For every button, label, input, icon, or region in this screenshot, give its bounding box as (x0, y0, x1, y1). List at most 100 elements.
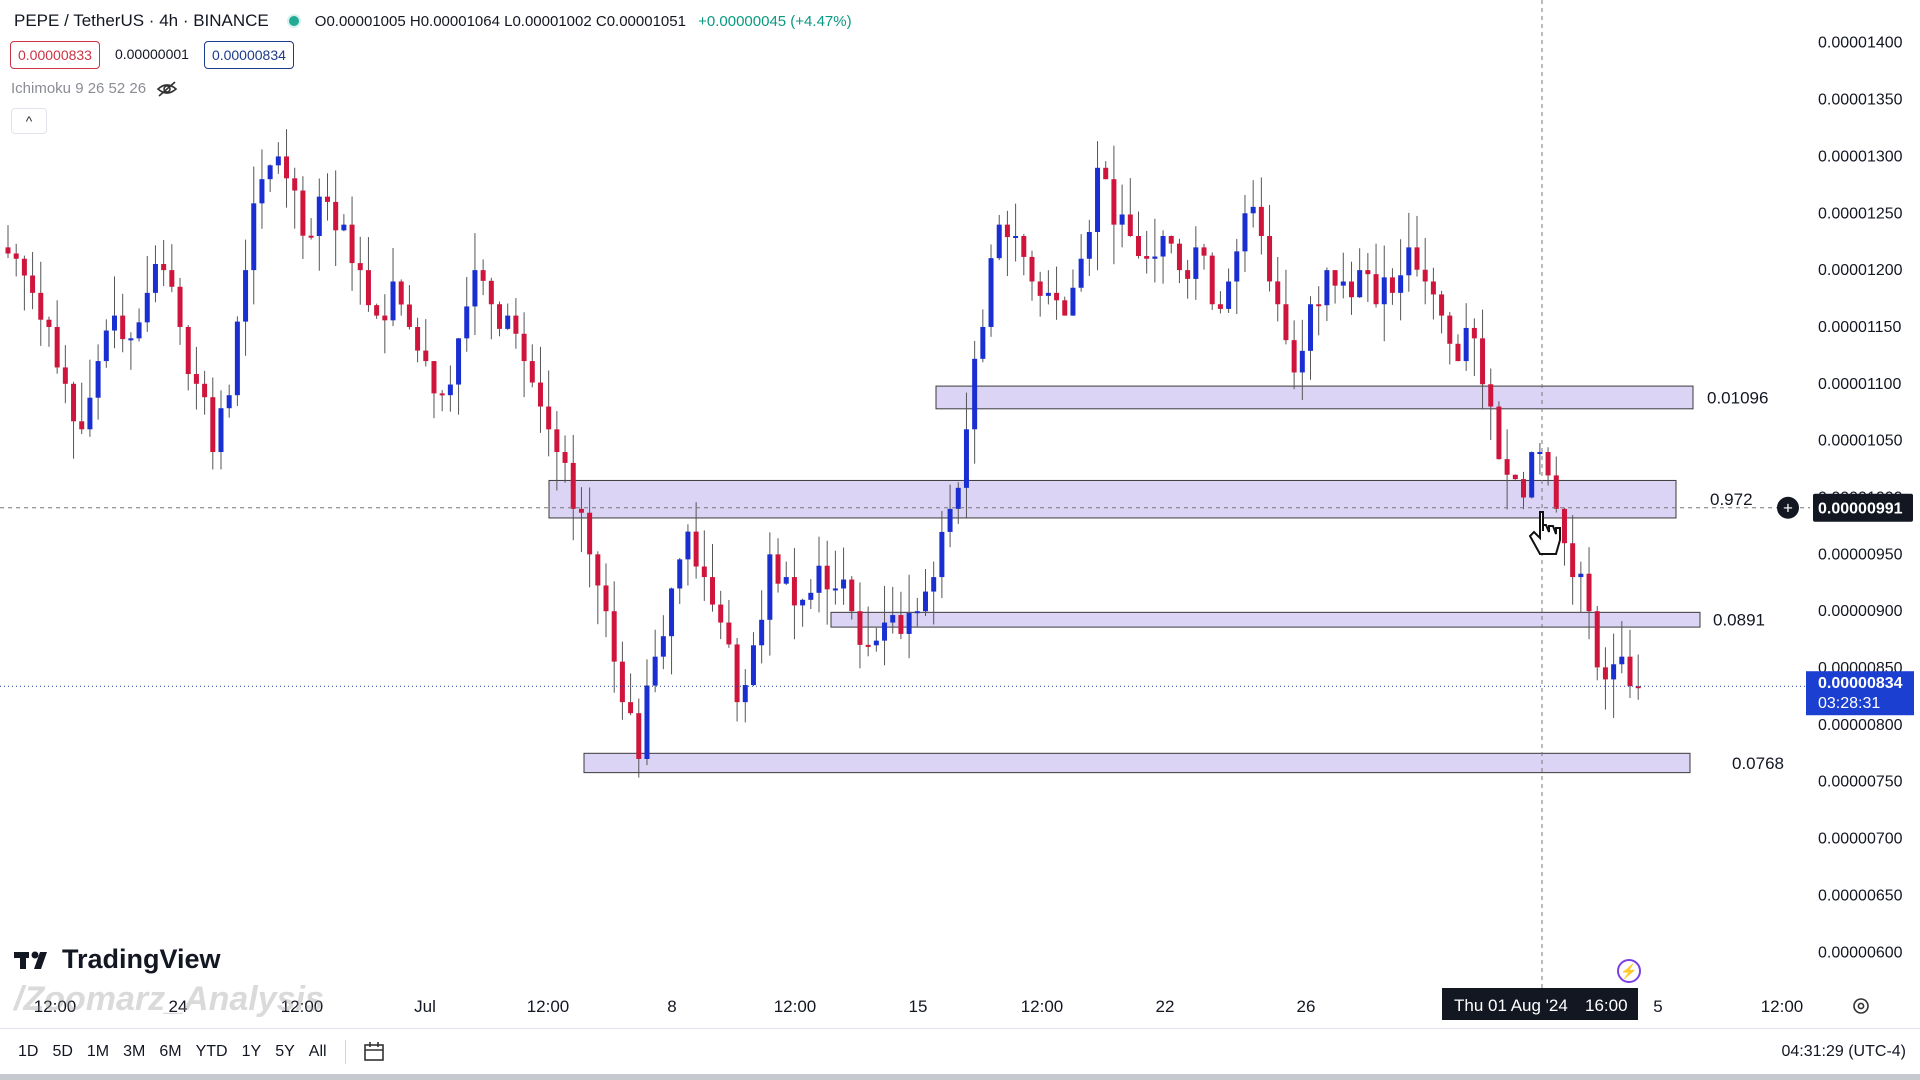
candle-body (972, 358, 978, 430)
candle-body (1488, 384, 1494, 407)
range-button-5d[interactable]: 5D (52, 1043, 73, 1060)
candle-body (816, 565, 822, 593)
candle-body (1357, 270, 1363, 298)
plus-icon: + (1783, 499, 1793, 518)
add-alert-icon[interactable] (1777, 496, 1799, 519)
range-button-1m[interactable]: 1M (86, 1043, 110, 1060)
support-resistance-zone[interactable] (583, 752, 1691, 774)
range-button-ytd[interactable]: YTD (195, 1043, 228, 1060)
candle-body (1332, 270, 1338, 286)
collapse-legend-button[interactable]: ^ (11, 108, 47, 134)
candle-body (988, 258, 994, 327)
candle-body (1594, 611, 1600, 668)
candle-body (1037, 281, 1043, 296)
range-button-3m[interactable]: 3M (123, 1043, 146, 1060)
price-chart[interactable]: 0.00001400 0.00001350 0.00001300 0.00001250… (0, 0, 1920, 1028)
candle-body (1078, 258, 1084, 288)
sell-price-button[interactable]: 0.00000833 (10, 41, 100, 69)
candle-body (513, 315, 519, 334)
candle-body (644, 685, 650, 759)
y-axis-tick-label: 0.00001250 (1818, 205, 1903, 222)
y-axis-tick-label: 0.00000950 (1818, 546, 1903, 563)
candle-body (1095, 167, 1101, 232)
candle-body (570, 462, 576, 509)
x-axis-tick-label: 15 (909, 997, 928, 1016)
candle-body (21, 258, 27, 276)
candle-body (1127, 214, 1133, 237)
symbol-legend: PEPE / TetherUS · 4h · BINANCE O0.000010… (0, 8, 852, 34)
candle-body (1635, 686, 1641, 689)
candle-body (521, 333, 527, 362)
candle-body (472, 270, 478, 307)
candle-body (922, 591, 928, 612)
gear-icon[interactable] (1851, 996, 1871, 1016)
candle-body (1029, 256, 1035, 282)
candle-body (685, 531, 691, 560)
hidden-eye-icon[interactable] (156, 80, 178, 97)
candle-body (349, 224, 355, 264)
candle-body (1316, 304, 1322, 307)
support-resistance-zone[interactable] (548, 479, 1677, 519)
support-resistance-zone[interactable] (830, 611, 1701, 628)
candle-body (718, 604, 724, 623)
range-button-1d[interactable]: 1D (18, 1043, 39, 1060)
candle-body (13, 253, 19, 259)
candle-body (439, 393, 445, 396)
indicator-legend[interactable]: Ichimoku 9 26 52 26 (11, 80, 178, 97)
candle-body (103, 330, 109, 362)
candle-body (456, 338, 462, 385)
x-axis-tick-label: 24 (169, 997, 188, 1016)
range-button-5y[interactable]: 5Y (275, 1043, 295, 1060)
symbol-title[interactable]: PEPE / TetherUS · 4h · BINANCE (14, 11, 269, 30)
candle-body (333, 201, 339, 231)
candle-body (234, 321, 240, 396)
current-price-label: 0.00000834 (1818, 675, 1903, 692)
candle-body (882, 622, 888, 641)
range-button-all[interactable]: All (308, 1043, 327, 1060)
candle-body (1627, 656, 1633, 687)
candle-body (144, 292, 150, 323)
calendar-icon[interactable] (362, 1041, 386, 1063)
candle-body (857, 611, 863, 645)
candle-body (1144, 256, 1150, 259)
range-button-6m[interactable]: 6M (159, 1043, 182, 1060)
candle-body (1463, 327, 1469, 362)
candle-body (1398, 275, 1404, 293)
candle-body (62, 367, 68, 384)
y-axis-tick-label: 0.00000750 (1818, 774, 1903, 791)
candle-body (1291, 340, 1297, 373)
candle-body (1185, 270, 1191, 279)
candle-body (1340, 281, 1346, 286)
support-resistance-zone[interactable] (935, 385, 1694, 410)
clock-readout[interactable]: 04:31:29 (UTC-4) (1781, 1043, 1907, 1060)
candle-body (365, 270, 371, 306)
buy-price-button[interactable]: 0.00000834 (203, 41, 294, 69)
candle-body (808, 592, 814, 600)
tradingview-logo: TradingView (14, 944, 221, 975)
candle-body (726, 622, 732, 645)
lightning-icon[interactable]: ⚡ (1617, 959, 1641, 983)
range-button-1y[interactable]: 1Y (241, 1043, 262, 1060)
candle-body (267, 165, 273, 180)
toolbar-divider (344, 1040, 346, 1064)
x-axis-tick-label: 26 (1297, 997, 1316, 1016)
candle-body (914, 611, 920, 614)
candle-body (1070, 287, 1076, 316)
y-axis-tick-label: 0.00001350 (1818, 92, 1903, 109)
hand-cursor-icon (1528, 511, 1561, 555)
candle-body (660, 636, 666, 657)
candle-body (1578, 573, 1584, 578)
candle-body (841, 579, 847, 589)
change-text: +0.00000045 (+4.47%) (698, 12, 852, 30)
tradingview-icon (14, 951, 47, 969)
crosshair-time-hour: 16:00 (1585, 996, 1628, 1015)
candle-body (562, 452, 568, 463)
candle-body (1226, 281, 1232, 309)
countdown-label: 03:28:31 (1818, 695, 1880, 712)
candle-body (79, 421, 85, 430)
x-axis-tick-label: 12:00 (281, 997, 324, 1016)
candle-body (587, 512, 593, 555)
candle-body (1570, 543, 1576, 578)
candle-body (447, 384, 453, 396)
zone-label: 0.972 (1710, 490, 1753, 509)
